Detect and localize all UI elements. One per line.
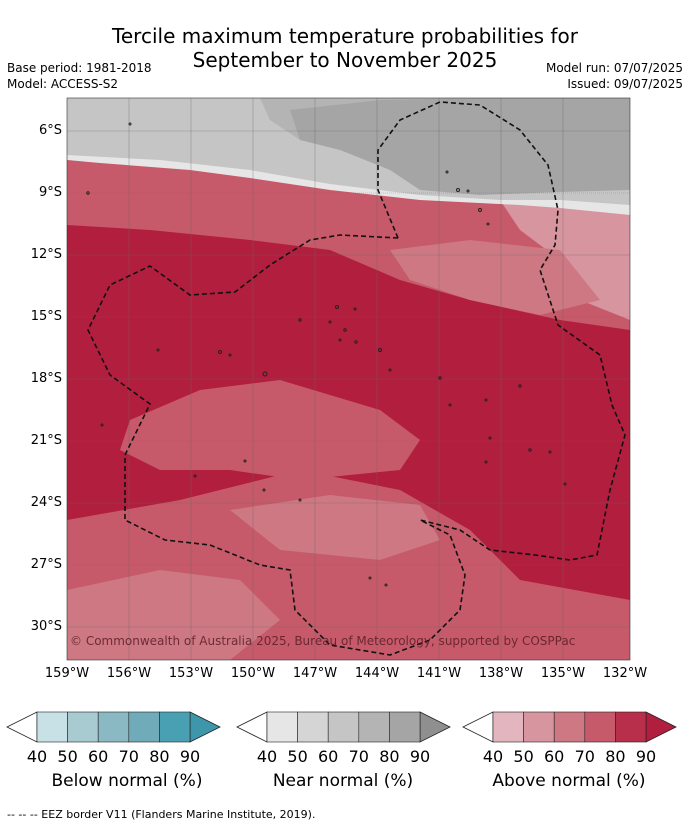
- legend-below-cell: [159, 711, 191, 743]
- lon-label: 138°W: [478, 666, 524, 681]
- legend-tick: 50: [287, 747, 308, 766]
- lat-label: 18°S: [30, 371, 62, 386]
- above-60-field-south: [230, 495, 440, 560]
- legend-tick: 70: [574, 747, 595, 766]
- legend-tick: 90: [635, 747, 657, 766]
- eez-border-east: [377, 101, 626, 561]
- model-name: Model: ACCESS-S2: [7, 77, 119, 91]
- map-fields: [67, 98, 630, 660]
- lat-label: 9°S: [38, 185, 62, 200]
- lon-label: 156°W: [106, 666, 152, 681]
- lon-label: 135°W: [540, 666, 586, 681]
- legend-above-cell: [523, 711, 555, 743]
- lat-label: 27°S: [30, 557, 62, 572]
- legend-near-cell: [358, 711, 390, 743]
- legend-above-cell: [553, 711, 586, 743]
- legend-near-cell: [266, 711, 298, 743]
- legend-tick: 40: [256, 747, 278, 766]
- lat-label: 12°S: [30, 247, 62, 262]
- near-80-field: [290, 98, 630, 195]
- legend-near-cell: [297, 711, 329, 743]
- legend-tick: 80: [379, 747, 400, 766]
- legend-near-cell: [389, 711, 421, 743]
- legend-above-cell: [615, 711, 647, 743]
- title-line-2: September to November 2025: [192, 48, 498, 72]
- map-frame: [66, 97, 631, 661]
- legend-tick: 50: [513, 747, 534, 766]
- map-title: Tercile maximum temperature probabilitie…: [0, 24, 690, 72]
- model-run: Model run: 07/07/2025: [545, 61, 683, 75]
- legend-tick: 50: [57, 747, 78, 766]
- legend-below-cell: [97, 711, 130, 743]
- lat-label: 15°S: [30, 309, 62, 324]
- lon-label: 144°W: [354, 666, 400, 681]
- lon-label: 159°W: [44, 666, 90, 681]
- copyright-notice: © Commonwealth of Australia 2025, Bureau…: [70, 634, 576, 648]
- legend-below-caption: Below normal (%): [51, 771, 203, 791]
- legend-tick: 80: [149, 747, 170, 766]
- legend-tick: 60: [318, 747, 339, 766]
- legend-below-normal: [6, 711, 221, 743]
- graticule: [67, 98, 630, 660]
- eez-borders: [87, 101, 626, 656]
- title-line-1: Tercile maximum temperature probabilitie…: [112, 24, 578, 48]
- lat-label: 30°S: [30, 619, 62, 634]
- legend-below-cell: [67, 711, 99, 743]
- lon-label: 150°W: [230, 666, 276, 681]
- meta-left: Base period: 1981-2018 Model: ACCESS-S2: [7, 60, 152, 92]
- legend-tick: 60: [544, 747, 565, 766]
- legend-tick: 70: [348, 747, 369, 766]
- above-70-field-mid: [120, 380, 420, 480]
- legend-above-caption: Above normal (%): [492, 771, 646, 791]
- legend-near-caption: Near normal (%): [272, 771, 414, 791]
- legend-tick: 80: [605, 747, 626, 766]
- lon-label: 147°W: [292, 666, 338, 681]
- legend-tick: 90: [179, 747, 201, 766]
- issued-date: Issued: 09/07/2025: [567, 77, 683, 91]
- legend-tick: 40: [26, 747, 48, 766]
- legend-near-cell: [327, 711, 360, 743]
- legend-above-cell: [492, 711, 524, 743]
- legend-tick: 60: [88, 747, 109, 766]
- lat-label: 6°S: [38, 123, 62, 138]
- legend-below-cell: [36, 711, 68, 743]
- legend-below-cell: [128, 711, 160, 743]
- eez-border-west: [87, 234, 466, 656]
- legend-tick: 40: [482, 747, 504, 766]
- legend-tick: 90: [409, 747, 431, 766]
- above-60-field-southwest: [67, 570, 280, 660]
- eez-note: -- -- -- EEZ border V11 (Flanders Marine…: [7, 808, 316, 821]
- lon-label: 132°W: [602, 666, 648, 681]
- lon-label: 141°W: [416, 666, 462, 681]
- base-period: Base period: 1981-2018: [7, 61, 152, 75]
- legend-above-cell: [584, 711, 616, 743]
- legend-tick: 70: [118, 747, 139, 766]
- lat-label: 24°S: [30, 495, 62, 510]
- lon-label: 153°W: [168, 666, 214, 681]
- meta-right: Model run: 07/07/2025 Issued: 09/07/2025: [546, 60, 683, 92]
- islands: [86, 122, 567, 587]
- lat-label: 21°S: [30, 433, 62, 448]
